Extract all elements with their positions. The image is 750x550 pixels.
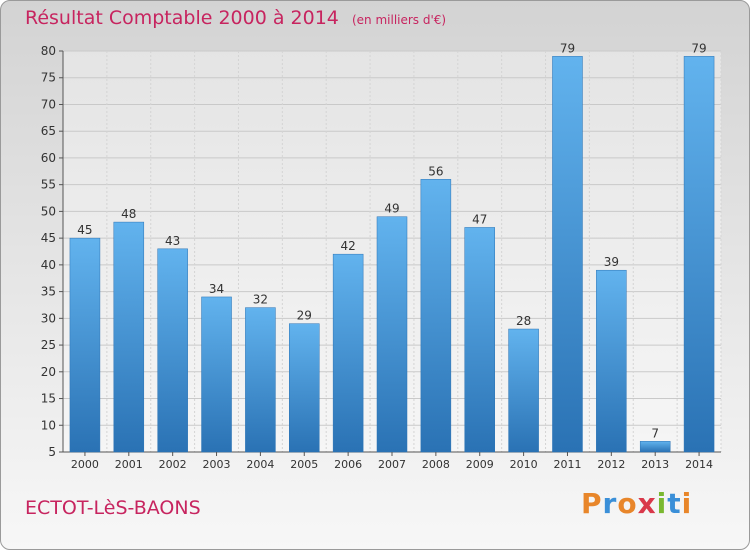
data-label: 28 [516,314,531,328]
y-tick-label: 75 [41,71,56,85]
x-tick-label: 2007 [378,458,406,471]
y-tick-label: 60 [41,151,56,165]
proxiti-logo: Proxiti [581,487,692,520]
y-tick-label: 20 [41,365,56,379]
y-tick-label: 50 [41,204,56,218]
commune-name: ECTOT-LèS-BAONS [25,497,201,519]
bar [552,56,583,453]
bar [201,296,232,453]
logo-letter: i [681,487,693,520]
data-label: 47 [472,212,487,226]
x-tick-label: 2014 [685,458,713,471]
data-label: 56 [428,164,443,178]
data-label: 34 [209,282,224,296]
x-tick-label: 2012 [597,458,625,471]
data-label: 29 [297,309,312,323]
logo-letter: i [656,487,668,520]
x-tick-label: 2004 [246,458,274,471]
bar [376,216,408,453]
bar [420,179,452,453]
y-tick-label: 55 [41,178,56,192]
y-tick-label: 70 [41,97,56,111]
logo-letter: r [602,487,618,520]
y-tick-label: 25 [41,338,56,352]
bar [596,269,627,453]
bar [113,221,145,453]
data-label: 79 [560,41,575,55]
data-label: 39 [604,255,619,269]
bar [157,248,188,453]
data-label: 49 [384,202,399,216]
logo-letter: P [581,487,603,520]
x-tick-label: 2010 [510,458,538,471]
bar [683,56,715,453]
x-tick-label: 2011 [553,458,581,471]
logo-letter: o [617,487,638,520]
y-tick-label: 10 [41,418,56,432]
x-tick-label: 2003 [203,458,231,471]
bar [289,323,320,453]
logo-letter: t [667,487,682,520]
data-label: 79 [691,41,706,55]
x-tick-label: 2002 [159,458,187,471]
data-label: 7 [651,426,659,440]
x-tick-label: 2001 [115,458,143,471]
y-tick-label: 15 [41,392,56,406]
bar [69,237,101,453]
data-label: 48 [121,207,136,221]
x-tick-label: 2013 [641,458,669,471]
x-tick-label: 2000 [71,458,99,471]
bar [639,441,671,453]
data-label: 43 [165,234,180,248]
x-tick-label: 2006 [334,458,362,471]
logo-letter: x [637,487,657,520]
y-tick-label: 35 [41,285,56,299]
data-label: 42 [340,239,355,253]
y-tick-label: 65 [41,124,56,138]
bar [508,328,539,453]
chart-title-row: Résultat Comptable 2000 à 2014 (en milli… [25,7,446,29]
y-tick-label: 80 [41,44,56,58]
bar [245,307,276,453]
y-tick-label: 40 [41,258,56,272]
chart-subtitle: (en milliers d'€) [351,13,447,27]
bar [464,227,495,453]
y-tick-label: 5 [48,445,56,459]
y-tick-label: 30 [41,311,56,325]
x-tick-label: 2009 [466,458,494,471]
x-tick-label: 2008 [422,458,450,471]
bar [332,253,364,453]
data-label: 32 [253,293,268,307]
x-tick-label: 2005 [290,458,318,471]
y-tick-label: 45 [41,231,56,245]
data-label: 45 [77,223,92,237]
chart-title: Résultat Comptable 2000 à 2014 [25,7,339,29]
